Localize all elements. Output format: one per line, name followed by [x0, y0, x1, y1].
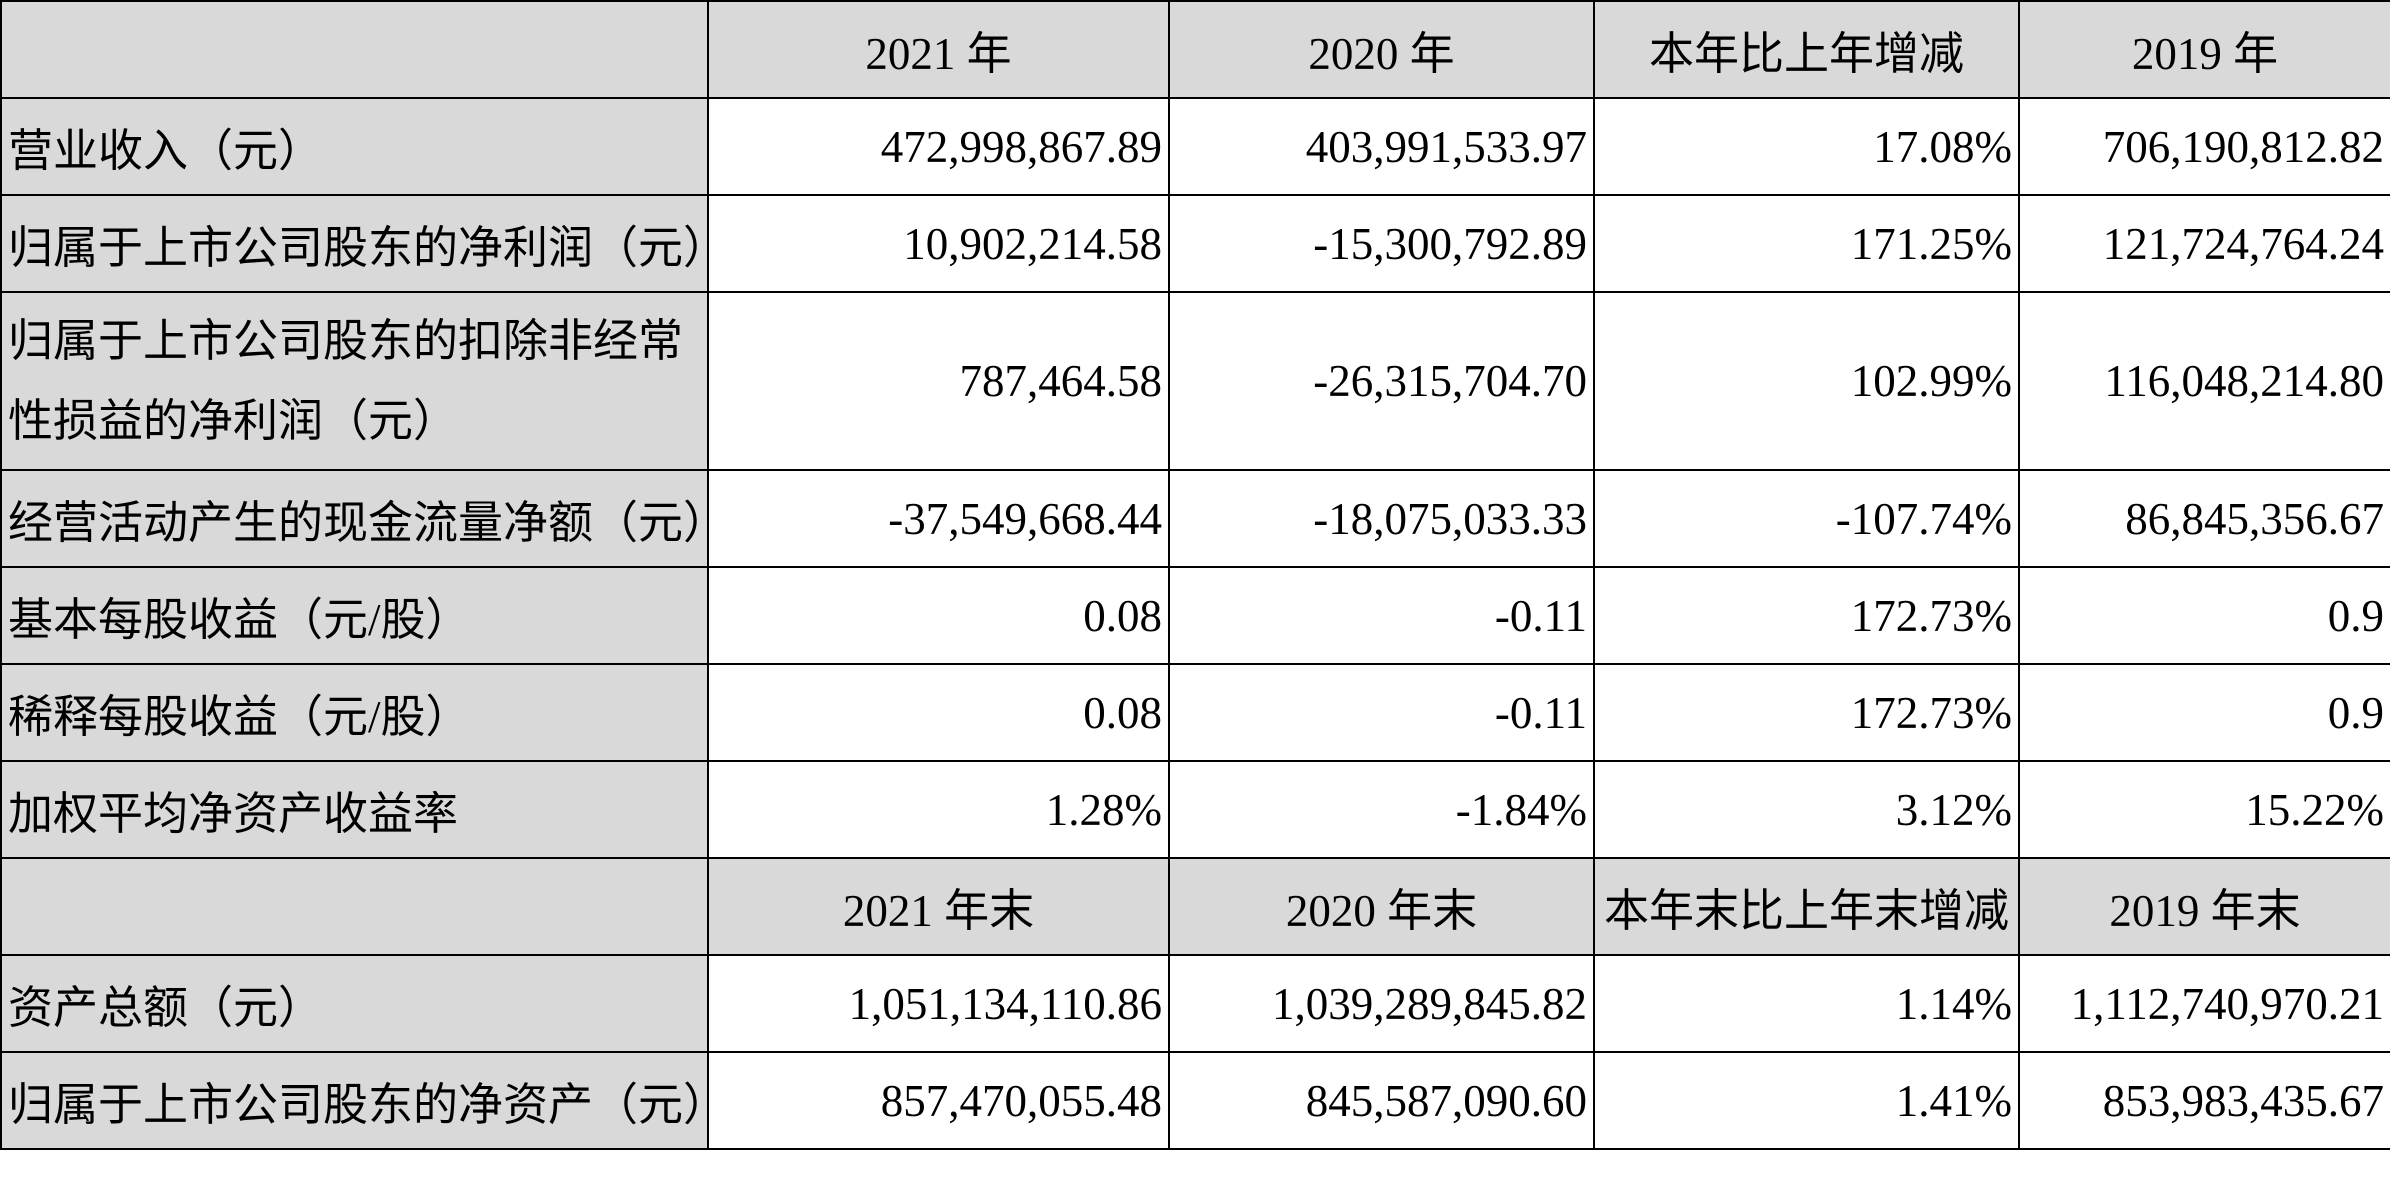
value-cell: 10,902,214.58 [707, 194, 1170, 293]
header-corner-cell [0, 0, 709, 99]
value-cell: 853,983,435.67 [2018, 1051, 2390, 1150]
value-cell: -1.84% [1168, 760, 1595, 859]
header-cell: 2019 年末 [2018, 857, 2390, 956]
value-cell: 472,998,867.89 [707, 97, 1170, 196]
value-cell: 857,470,055.48 [707, 1051, 1170, 1150]
value-cell: 86,845,356.67 [2018, 469, 2390, 568]
value-cell: 17.08% [1593, 97, 2020, 196]
row-label: 资产总额（元） [0, 954, 709, 1053]
row-label: 营业收入（元） [0, 97, 709, 196]
value-cell: 0.9 [2018, 663, 2390, 762]
value-cell: 3.12% [1593, 760, 2020, 859]
row-label: 归属于上市公司股东的净资产（元） [0, 1051, 709, 1150]
header-cell: 本年比上年增减 [1593, 0, 2020, 99]
value-cell: 1.28% [707, 760, 1170, 859]
row-label: 基本每股收益（元/股） [0, 566, 709, 665]
header-cell: 2020 年 [1168, 0, 1595, 99]
value-cell: 102.99% [1593, 291, 2020, 471]
table-header-row: 2021 年 2020 年 本年比上年增减 2019 年 [0, 0, 2390, 99]
header-cell: 2021 年末 [707, 857, 1170, 956]
row-label: 归属于上市公司股东的扣除非经常性损益的净利润（元） [0, 291, 709, 471]
table-row: 加权平均净资产收益率 1.28% -1.84% 3.12% 15.22% [0, 760, 2390, 859]
value-cell: 1,039,289,845.82 [1168, 954, 1595, 1053]
value-cell: 172.73% [1593, 663, 2020, 762]
value-cell: -107.74% [1593, 469, 2020, 568]
table-row: 归属于上市公司股东的净利润（元） 10,902,214.58 -15,300,7… [0, 194, 2390, 293]
header-cell: 2020 年末 [1168, 857, 1595, 956]
value-cell: -26,315,704.70 [1168, 291, 1595, 471]
row-label: 经营活动产生的现金流量净额（元） [0, 469, 709, 568]
row-label: 稀释每股收益（元/股） [0, 663, 709, 762]
value-cell: 1,112,740,970.21 [2018, 954, 2390, 1053]
value-cell: -37,549,668.44 [707, 469, 1170, 568]
value-cell: 1.41% [1593, 1051, 2020, 1150]
header-cell: 本年末比上年末增减 [1593, 857, 2020, 956]
value-cell: 845,587,090.60 [1168, 1051, 1595, 1150]
table-row: 资产总额（元） 1,051,134,110.86 1,039,289,845.8… [0, 954, 2390, 1053]
value-cell: 0.08 [707, 566, 1170, 665]
table-row: 经营活动产生的现金流量净额（元） -37,549,668.44 -18,075,… [0, 469, 2390, 568]
value-cell: 15.22% [2018, 760, 2390, 859]
value-cell: -0.11 [1168, 663, 1595, 762]
row-label: 加权平均净资产收益率 [0, 760, 709, 859]
table-header-row-year-end: 2021 年末 2020 年末 本年末比上年末增减 2019 年末 [0, 857, 2390, 956]
table-row: 归属于上市公司股东的扣除非经常性损益的净利润（元） 787,464.58 -26… [0, 291, 2390, 471]
value-cell: -15,300,792.89 [1168, 194, 1595, 293]
table-row: 营业收入（元） 472,998,867.89 403,991,533.97 17… [0, 97, 2390, 196]
value-cell: 171.25% [1593, 194, 2020, 293]
value-cell: 121,724,764.24 [2018, 194, 2390, 293]
table-row: 稀释每股收益（元/股） 0.08 -0.11 172.73% 0.9 [0, 663, 2390, 762]
table-row: 基本每股收益（元/股） 0.08 -0.11 172.73% 0.9 [0, 566, 2390, 665]
value-cell: 403,991,533.97 [1168, 97, 1595, 196]
table-row: 归属于上市公司股东的净资产（元） 857,470,055.48 845,587,… [0, 1051, 2390, 1150]
value-cell: 116,048,214.80 [2018, 291, 2390, 471]
value-cell: 1,051,134,110.86 [707, 954, 1170, 1053]
value-cell: 0.08 [707, 663, 1170, 762]
value-cell: -0.11 [1168, 566, 1595, 665]
value-cell: 706,190,812.82 [2018, 97, 2390, 196]
value-cell: 0.9 [2018, 566, 2390, 665]
header-cell: 2019 年 [2018, 0, 2390, 99]
header-cell: 2021 年 [707, 0, 1170, 99]
value-cell: 787,464.58 [707, 291, 1170, 471]
value-cell: 1.14% [1593, 954, 2020, 1053]
value-cell: 172.73% [1593, 566, 2020, 665]
row-label: 归属于上市公司股东的净利润（元） [0, 194, 709, 293]
financial-summary-table: 2021 年 2020 年 本年比上年增减 2019 年 营业收入（元） 472… [0, 0, 2390, 1150]
header-corner-cell [0, 857, 709, 956]
value-cell: -18,075,033.33 [1168, 469, 1595, 568]
